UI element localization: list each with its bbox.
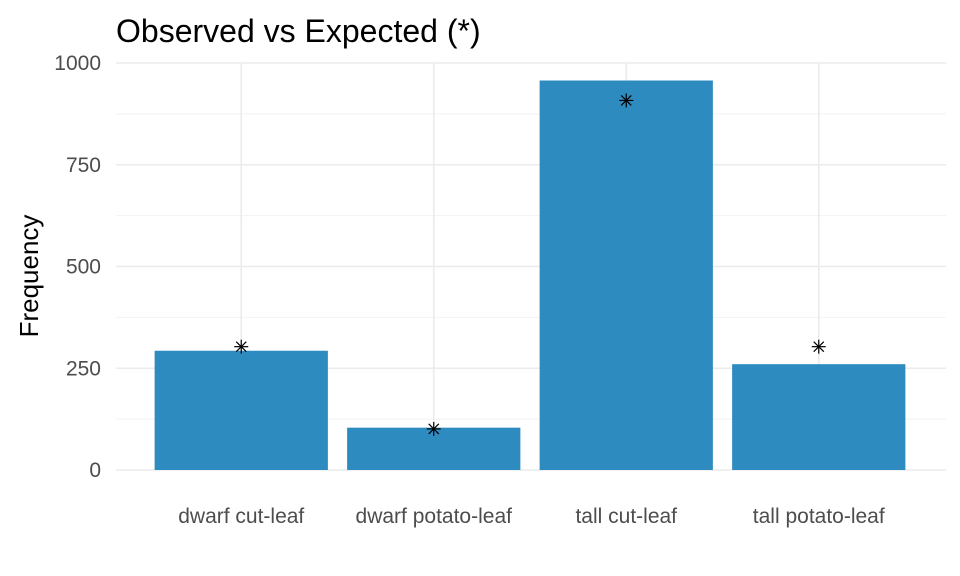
bar-observed xyxy=(732,364,906,470)
x-tick-label: tall cut-leaf xyxy=(575,505,677,528)
y-axis-ticks: 0 250 500 750 1000 xyxy=(54,52,101,482)
y-tick-label: 1000 xyxy=(54,52,101,75)
bars xyxy=(154,80,906,470)
x-tick-label: dwarf potato-leaf xyxy=(356,505,513,528)
expected-marker xyxy=(619,93,634,108)
expected-marker xyxy=(234,339,249,354)
y-tick-label: 0 xyxy=(89,459,101,482)
y-axis-label: Frequency xyxy=(14,215,44,338)
expected-markers xyxy=(234,93,826,436)
x-tick-label: dwarf cut-leaf xyxy=(178,505,304,528)
x-axis-ticks: dwarf cut-leaf dwarf potato-leaf tall cut-… xyxy=(178,505,885,528)
bar-observed xyxy=(539,80,713,470)
y-tick-label: 750 xyxy=(66,154,101,177)
expected-marker xyxy=(811,339,826,354)
x-tick-label: tall potato-leaf xyxy=(753,505,885,528)
expected-marker xyxy=(426,421,441,436)
chart-title: Observed vs Expected (*) xyxy=(116,13,481,49)
bar-observed xyxy=(154,350,328,470)
y-tick-label: 500 xyxy=(66,256,101,279)
y-tick-label: 250 xyxy=(66,357,101,380)
